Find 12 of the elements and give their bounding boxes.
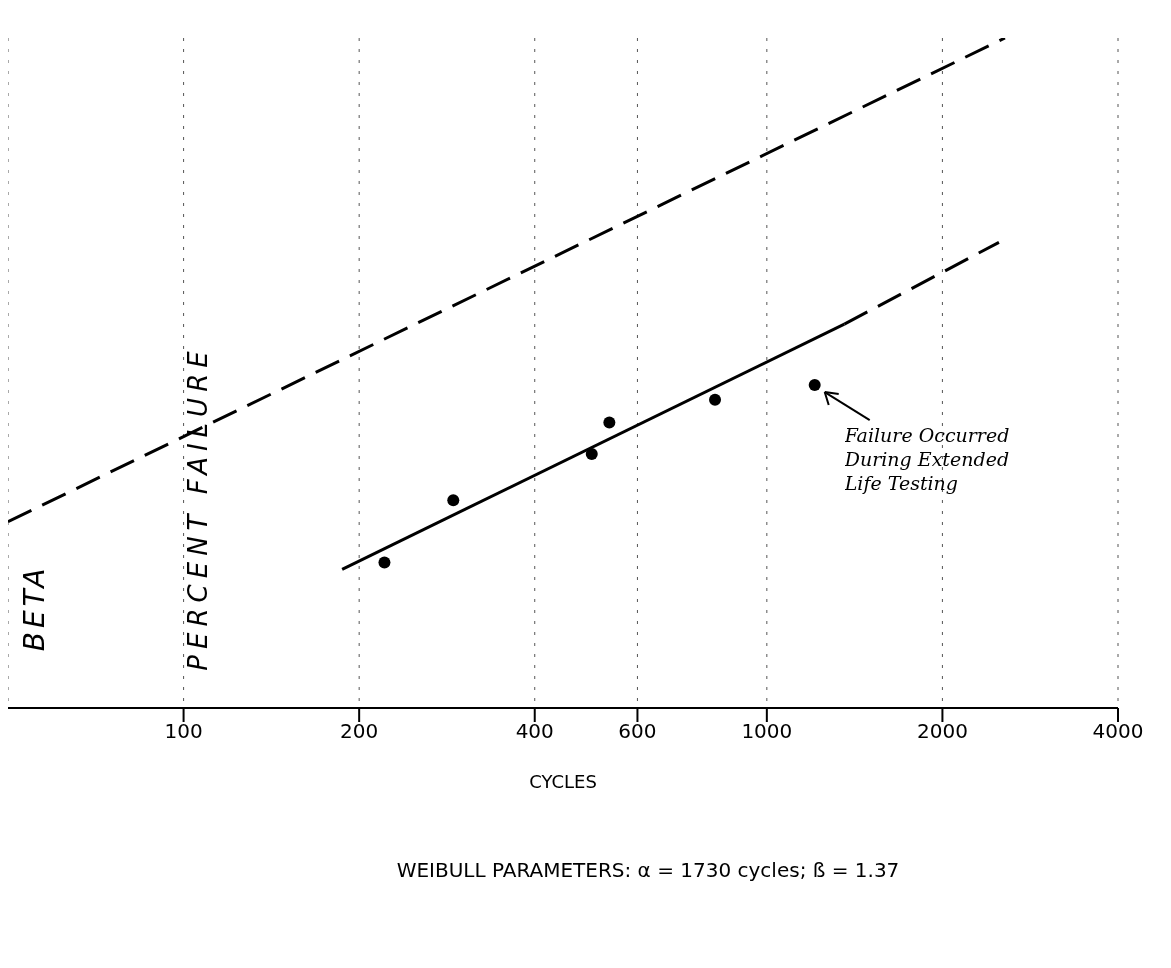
x-tick-label: 1000 (741, 719, 793, 744)
x-tick-label: 600 (618, 719, 657, 744)
annotation: BETA (18, 563, 52, 654)
x-tick-label: 2000 (916, 719, 968, 744)
x-tick-label: 4000 (1092, 719, 1144, 744)
x-axis-title: CYCLES (529, 771, 597, 792)
x-tick-label: 100 (164, 719, 203, 744)
y-axis-title: PERCENT FAILURE (183, 344, 213, 673)
x-tick-label: 200 (340, 719, 379, 744)
text: WEIBULL PARAMETERS: α = 1730 cycles; ß = 1.37 (395, 858, 901, 882)
annotation: Failure Occurred During Extended Life Testing (844, 423, 1011, 496)
x-tick-label: 400 (515, 719, 554, 744)
